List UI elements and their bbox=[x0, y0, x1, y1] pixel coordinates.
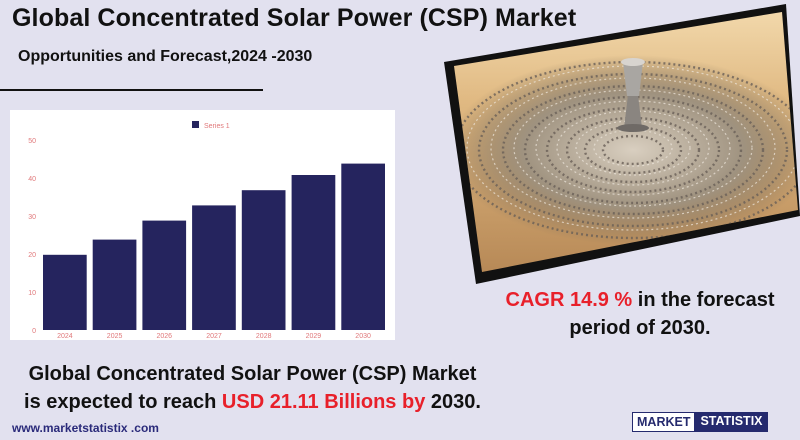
x-tick-label: 2025 bbox=[107, 333, 123, 340]
bar bbox=[241, 190, 286, 330]
bar bbox=[192, 205, 236, 330]
x-tick-label: 2027 bbox=[206, 333, 222, 340]
legend-swatch bbox=[192, 121, 199, 128]
forecast-statement: Global Concentrated Solar Power (CSP) Ma… bbox=[0, 360, 505, 416]
x-tick-label: 2026 bbox=[157, 333, 173, 340]
page-subtitle: Opportunities and Forecast,2024 -2030 bbox=[18, 48, 313, 65]
x-tick-label: 2030 bbox=[355, 333, 371, 340]
title-divider bbox=[0, 89, 263, 91]
y-tick-label: 50 bbox=[28, 138, 36, 145]
y-tick-label: 20 bbox=[28, 252, 36, 259]
cagr-callout: CAGR 14.9 % in the forecast period of 20… bbox=[490, 286, 790, 342]
bar bbox=[341, 163, 385, 330]
cagr-value: CAGR 14.9 % bbox=[505, 289, 633, 311]
forecast-value: USD 21.11 Billions by bbox=[221, 391, 426, 413]
y-tick-label: 10 bbox=[28, 290, 36, 297]
bar bbox=[43, 254, 87, 330]
x-tick-label: 2024 bbox=[57, 333, 73, 340]
forecast-line-2: is expected to reach USD 21.11 Billions … bbox=[0, 388, 505, 416]
brand-logo: MARKET STATISTIX bbox=[632, 412, 768, 432]
bar bbox=[142, 220, 187, 330]
bar bbox=[92, 239, 137, 330]
csp-plant-photo bbox=[418, 0, 800, 290]
forecast-suffix: 2030. bbox=[425, 391, 481, 413]
bar bbox=[291, 175, 336, 330]
forecast-line-1: Global Concentrated Solar Power (CSP) Ma… bbox=[28, 363, 477, 385]
x-tick-label: 2029 bbox=[306, 333, 322, 340]
y-tick-label: 30 bbox=[28, 214, 36, 221]
cagr-text: in the forecast period of 2030. bbox=[569, 289, 775, 339]
page-title: Global Concentrated Solar Power (CSP) Ma… bbox=[12, 4, 577, 32]
logo-part-market: MARKET bbox=[632, 412, 696, 432]
y-tick-label: 40 bbox=[28, 176, 36, 183]
forecast-prefix: is expected to reach bbox=[24, 391, 222, 413]
x-tick-label: 2028 bbox=[256, 333, 272, 340]
y-tick-label: 0 bbox=[32, 328, 36, 335]
website-link[interactable]: www.marketstatistix .com bbox=[12, 421, 159, 435]
logo-part-statistix: STATISTIX bbox=[695, 412, 768, 432]
legend-label: Series 1 bbox=[204, 123, 230, 130]
